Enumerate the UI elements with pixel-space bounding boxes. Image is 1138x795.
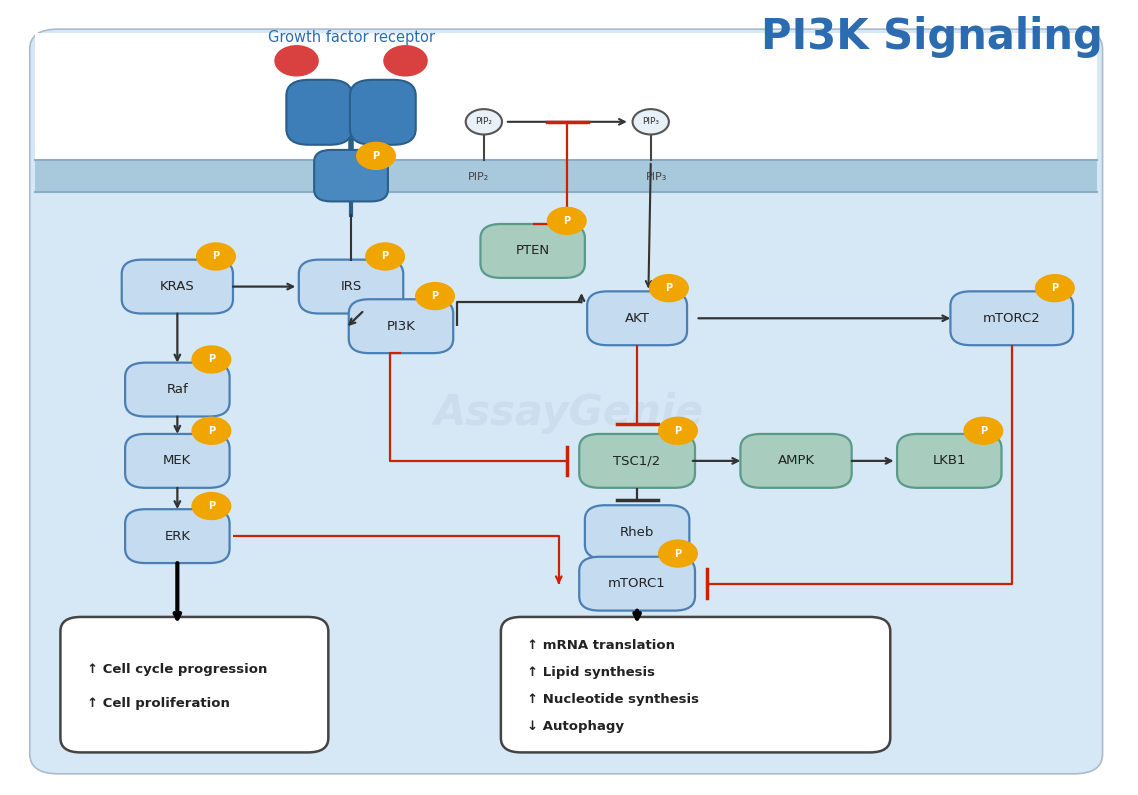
Circle shape [659, 540, 698, 567]
FancyBboxPatch shape [125, 434, 230, 488]
Circle shape [192, 346, 231, 373]
Text: KRAS: KRAS [160, 280, 195, 293]
Text: MEK: MEK [163, 455, 191, 467]
Text: Rheb: Rheb [620, 525, 654, 539]
Text: P: P [208, 355, 215, 364]
Text: P: P [675, 549, 682, 559]
Circle shape [356, 142, 395, 169]
Text: AKT: AKT [625, 312, 650, 325]
FancyBboxPatch shape [480, 224, 585, 278]
Text: P: P [372, 151, 380, 161]
FancyBboxPatch shape [125, 510, 230, 563]
Text: ↑ Cell cycle progression: ↑ Cell cycle progression [86, 664, 267, 677]
FancyBboxPatch shape [122, 260, 233, 313]
FancyBboxPatch shape [287, 80, 352, 145]
Circle shape [192, 417, 231, 444]
Text: P: P [431, 291, 438, 301]
FancyBboxPatch shape [897, 434, 1001, 488]
Text: P: P [675, 426, 682, 436]
Text: AssayGenie: AssayGenie [434, 393, 704, 434]
Circle shape [1036, 275, 1074, 301]
FancyBboxPatch shape [585, 506, 690, 559]
Circle shape [192, 493, 231, 519]
Circle shape [547, 207, 586, 235]
Text: P: P [208, 501, 215, 511]
Text: PIP₃: PIP₃ [645, 172, 667, 182]
Text: PIP₂: PIP₂ [468, 172, 489, 182]
Text: ↑ Cell proliferation: ↑ Cell proliferation [86, 696, 230, 710]
Circle shape [384, 46, 427, 76]
FancyBboxPatch shape [741, 434, 851, 488]
Text: TSC1/2: TSC1/2 [613, 455, 661, 467]
FancyBboxPatch shape [125, 363, 230, 417]
Text: P: P [381, 251, 389, 262]
Circle shape [964, 417, 1003, 444]
Text: PTEN: PTEN [516, 244, 550, 258]
Text: P: P [666, 283, 673, 293]
Circle shape [415, 283, 454, 309]
Text: ↓ Autophagy: ↓ Autophagy [527, 720, 624, 733]
Text: P: P [208, 426, 215, 436]
Text: P: P [563, 215, 570, 226]
Text: AMPK: AMPK [777, 455, 815, 467]
FancyBboxPatch shape [314, 150, 388, 201]
Circle shape [659, 417, 698, 444]
Text: ↑ Lipid synthesis: ↑ Lipid synthesis [527, 666, 655, 679]
FancyBboxPatch shape [579, 556, 695, 611]
Text: PIP₃: PIP₃ [642, 118, 659, 126]
Text: ↑ mRNA translation: ↑ mRNA translation [527, 639, 675, 652]
FancyBboxPatch shape [587, 291, 687, 345]
Text: P: P [980, 426, 987, 436]
Text: P: P [1052, 283, 1058, 293]
Text: PI3K: PI3K [387, 320, 415, 332]
Text: IRS: IRS [340, 280, 362, 293]
Circle shape [633, 109, 669, 134]
FancyBboxPatch shape [299, 260, 403, 313]
Circle shape [650, 275, 688, 301]
FancyBboxPatch shape [349, 80, 415, 145]
FancyBboxPatch shape [35, 33, 1097, 160]
Text: mTORC2: mTORC2 [983, 312, 1040, 325]
Text: P: P [213, 251, 220, 262]
Text: PI3K Signaling: PI3K Signaling [760, 16, 1103, 58]
Text: ↑ Nucleotide synthesis: ↑ Nucleotide synthesis [527, 693, 699, 706]
FancyBboxPatch shape [348, 299, 453, 353]
FancyBboxPatch shape [950, 291, 1073, 345]
Text: ERK: ERK [164, 529, 190, 543]
FancyBboxPatch shape [501, 617, 890, 752]
FancyBboxPatch shape [30, 29, 1103, 774]
Text: mTORC1: mTORC1 [608, 577, 666, 590]
Text: Growth factor receptor: Growth factor receptor [267, 29, 435, 45]
Text: LKB1: LKB1 [932, 455, 966, 467]
Text: Raf: Raf [166, 383, 188, 396]
Circle shape [465, 109, 502, 134]
Bar [35, 160, 1097, 192]
Circle shape [197, 243, 236, 270]
FancyBboxPatch shape [60, 617, 329, 752]
FancyBboxPatch shape [579, 434, 695, 488]
Text: PIP₂: PIP₂ [476, 118, 493, 126]
Circle shape [275, 46, 319, 76]
Circle shape [365, 243, 404, 270]
